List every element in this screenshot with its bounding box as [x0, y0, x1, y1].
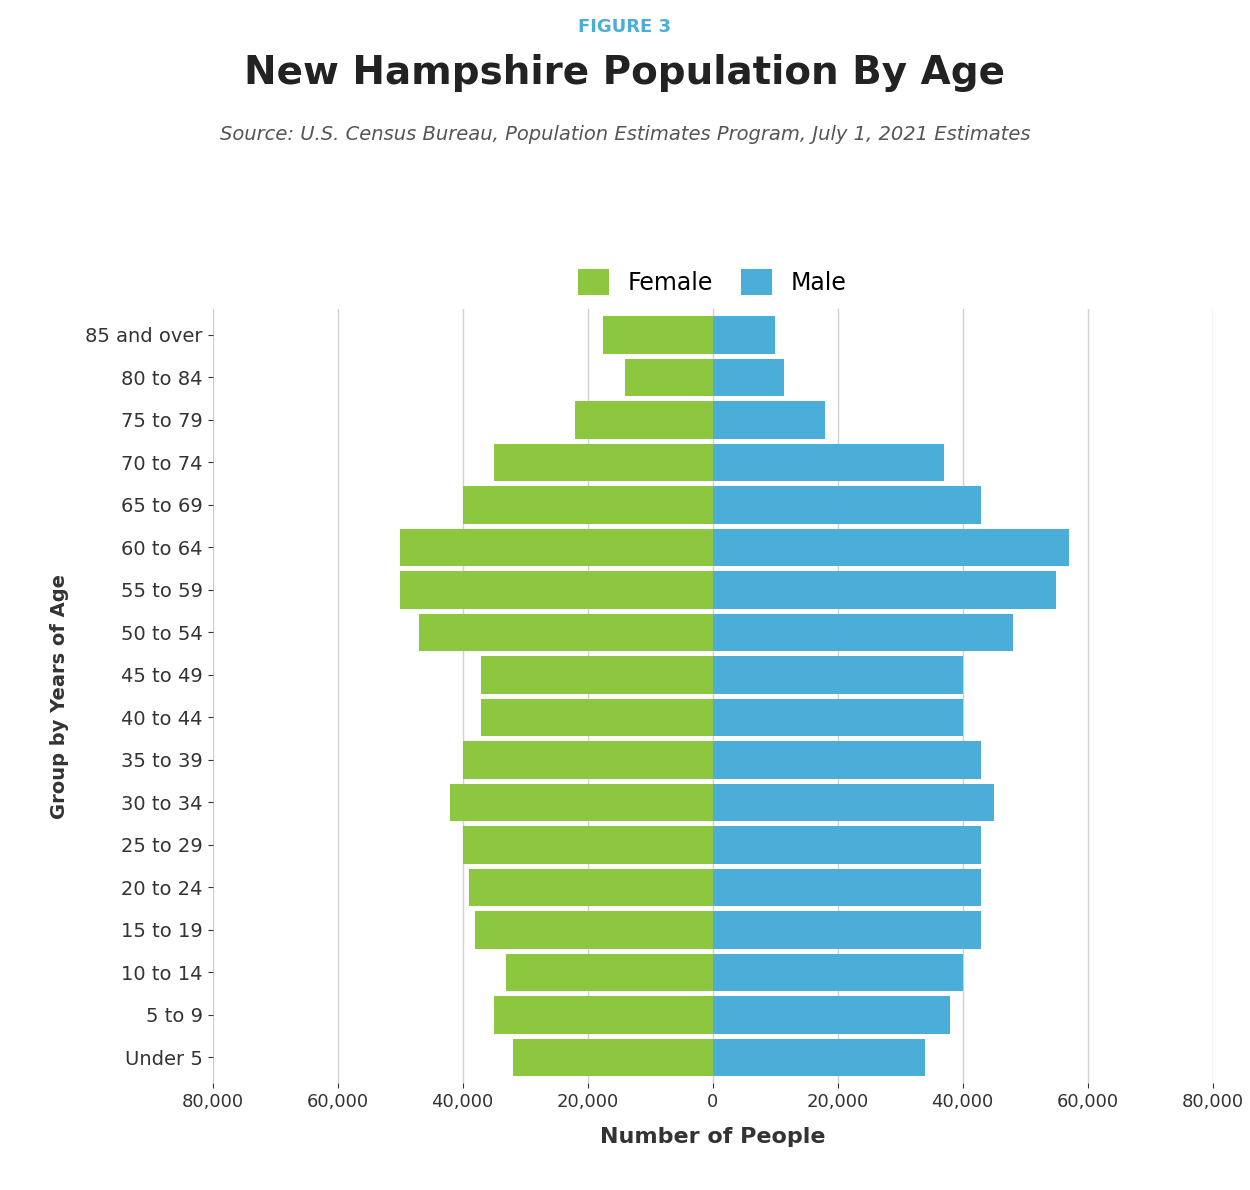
Bar — [575, 401, 712, 439]
Bar — [712, 953, 962, 991]
Bar — [604, 317, 712, 353]
Bar — [712, 784, 994, 821]
Bar — [712, 614, 1012, 651]
Bar — [712, 1039, 925, 1076]
Bar — [712, 912, 981, 948]
Bar — [475, 912, 712, 948]
Bar — [712, 487, 981, 524]
Bar — [712, 741, 981, 778]
Text: FIGURE 3: FIGURE 3 — [579, 18, 671, 36]
Bar — [712, 317, 775, 353]
Bar — [712, 699, 962, 737]
Bar — [450, 784, 712, 821]
X-axis label: Number of People: Number of People — [600, 1127, 825, 1147]
Text: Source: U.S. Census Bureau, Population Estimates Program, July 1, 2021 Estimates: Source: U.S. Census Bureau, Population E… — [220, 125, 1030, 144]
Bar — [712, 656, 962, 694]
Bar — [712, 996, 950, 1034]
Bar — [712, 401, 825, 439]
Bar — [712, 358, 785, 396]
Bar — [469, 869, 712, 906]
Bar — [712, 444, 944, 481]
Bar — [506, 953, 712, 991]
Bar — [712, 528, 1069, 566]
Bar — [712, 571, 1056, 608]
Text: New Hampshire Population By Age: New Hampshire Population By Age — [245, 54, 1005, 92]
Legend: Female, Male: Female, Male — [569, 259, 856, 303]
Bar — [419, 614, 712, 651]
Bar — [400, 528, 712, 566]
Bar — [462, 741, 712, 778]
Bar — [494, 996, 712, 1034]
Bar — [481, 656, 712, 694]
Bar — [400, 571, 712, 608]
Bar — [625, 358, 712, 396]
Bar — [462, 487, 712, 524]
Bar — [712, 869, 981, 906]
Bar — [712, 826, 981, 864]
Bar — [462, 826, 712, 864]
Bar — [494, 444, 712, 481]
Bar — [512, 1039, 712, 1076]
Bar — [481, 699, 712, 737]
Y-axis label: Group by Years of Age: Group by Years of Age — [50, 574, 69, 819]
